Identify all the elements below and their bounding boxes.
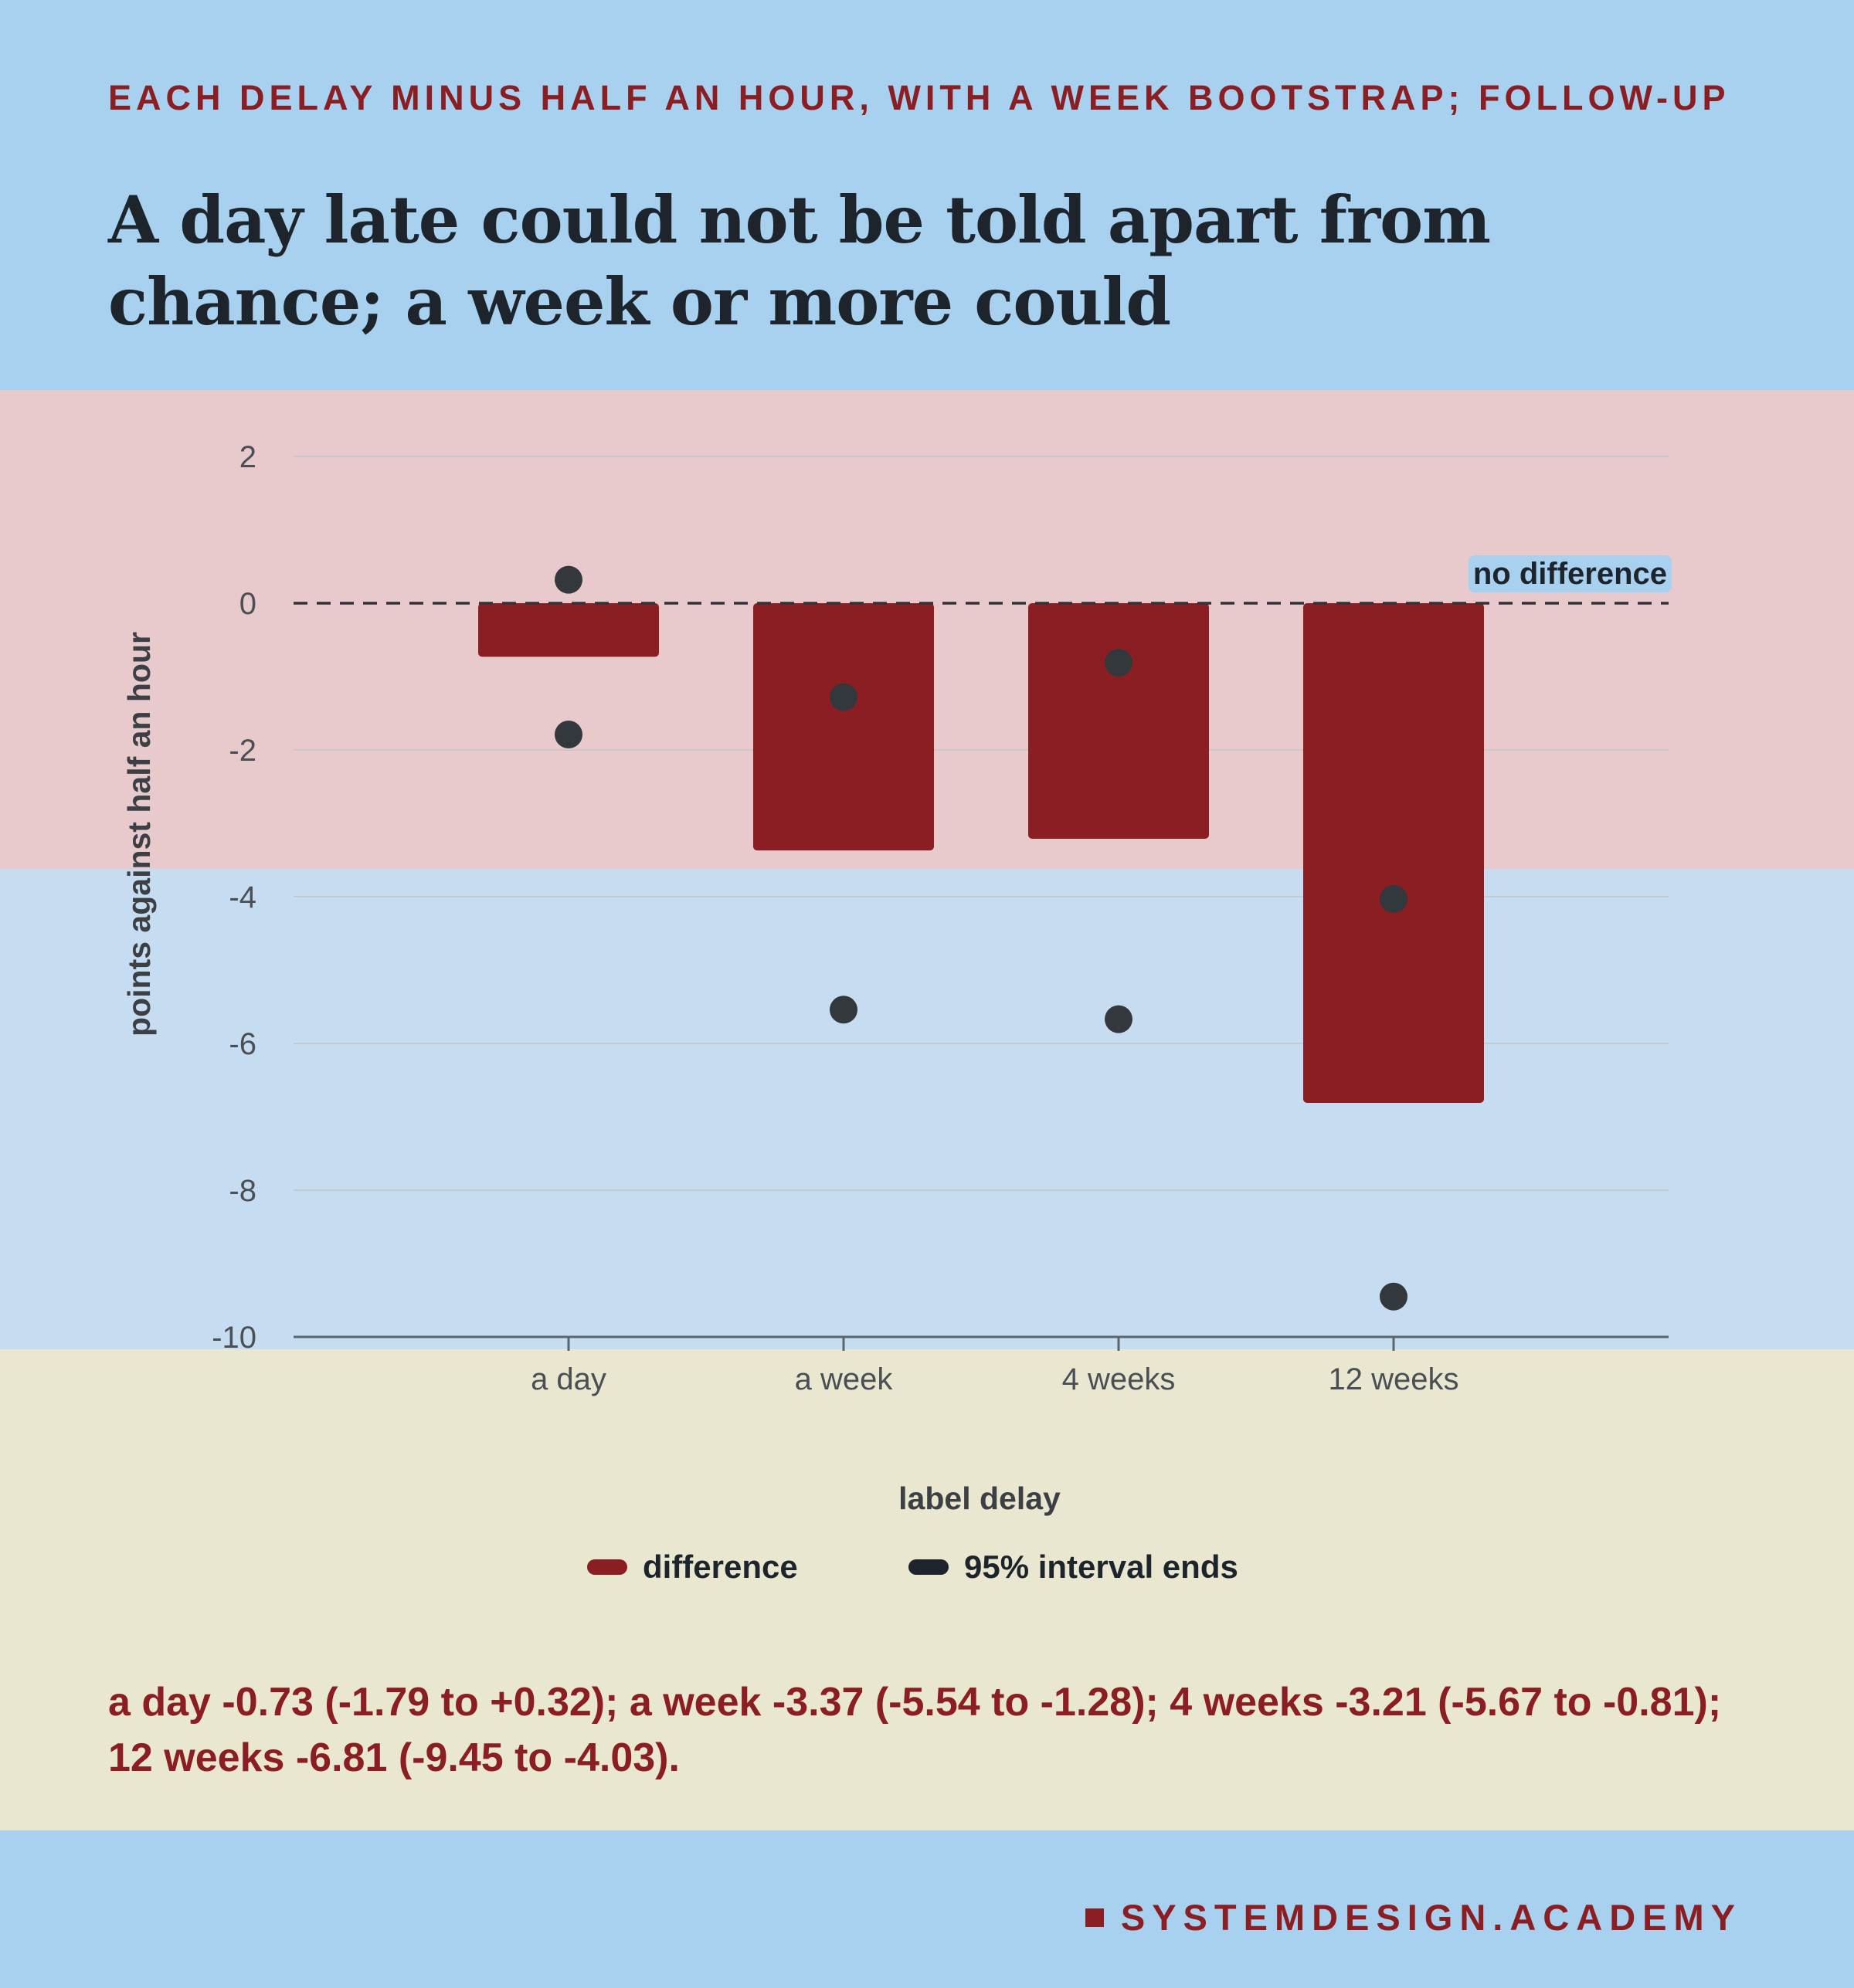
x-axis-title: label delay [898,1481,1061,1516]
y-tick-label: -6 [229,1027,256,1061]
brand-square-icon [1085,1908,1104,1927]
y-tick-label: -2 [229,734,256,768]
y-axis-title: points against half an hour [121,632,157,1036]
bar [1028,603,1209,839]
legend: difference 95% interval ends [0,1549,1854,1595]
interval-dot-lower [830,996,857,1024]
x-tick-label: a day [531,1362,606,1396]
brand-name: SYSTEMDESIGN.ACADEMY [1120,1897,1742,1938]
legend-label-interval: 95% interval ends [964,1549,1238,1585]
interval-dot-lower [1105,1005,1132,1033]
interval-dot-lower [555,721,582,749]
interval-dot-upper [1380,884,1407,913]
annotation-label: no difference [1473,557,1667,591]
legend-item-interval: 95% interval ends [908,1549,1238,1586]
y-tick-label: 0 [239,587,256,621]
page-title: A day late could not be told apart from … [108,181,1491,340]
legend-label-difference: difference [643,1549,798,1585]
summary-band [0,1349,1854,1830]
eyebrow-text: EACH DELAY MINUS HALF AN HOUR, WITH A WE… [108,78,1730,117]
interval-dot-upper [830,683,857,711]
chart: 2 0 -2 -4 -6 -8 -10 a day a week 4 weeks 12 weeks… [121,440,1672,1516]
x-tick-label: a week [795,1362,894,1396]
x-tick-label: 12 weeks [1329,1362,1459,1396]
y-tick-label: -10 [212,1321,256,1355]
x-axis: a day a week 4 weeks 12 weeks [294,1335,1669,1396]
bar [753,603,934,851]
y-tick-label: -8 [229,1174,256,1208]
footer-band [0,1830,1854,1988]
y-tick-label: -4 [229,880,256,914]
bar [1303,603,1484,1103]
brand: SYSTEMDESIGN.ACADEMY [1085,1896,1742,1939]
annotation-background [1468,555,1672,592]
bar [478,603,659,657]
header-band [0,0,1854,390]
legend-swatch-interval [908,1559,949,1575]
y-tick-label: 2 [239,440,256,474]
interval-dot-lower [1380,1282,1407,1311]
x-tick-label: 4 weeks [1062,1362,1176,1396]
y-tick-labels: 2 0 -2 -4 -6 -8 -10 [212,440,256,1355]
interval-dots [555,565,1407,1311]
interval-dot-upper [555,565,582,594]
chart-band-lower [0,869,1854,1349]
summary-text: a day -0.73 (-1.79 to +0.32); a week -3.… [108,1680,1722,1780]
interval-dot-upper [1105,648,1132,677]
legend-item-difference: difference [587,1549,798,1586]
legend-swatch-difference [587,1559,627,1575]
no-difference-annotation: no difference [1468,555,1672,592]
bars [478,603,1484,1103]
